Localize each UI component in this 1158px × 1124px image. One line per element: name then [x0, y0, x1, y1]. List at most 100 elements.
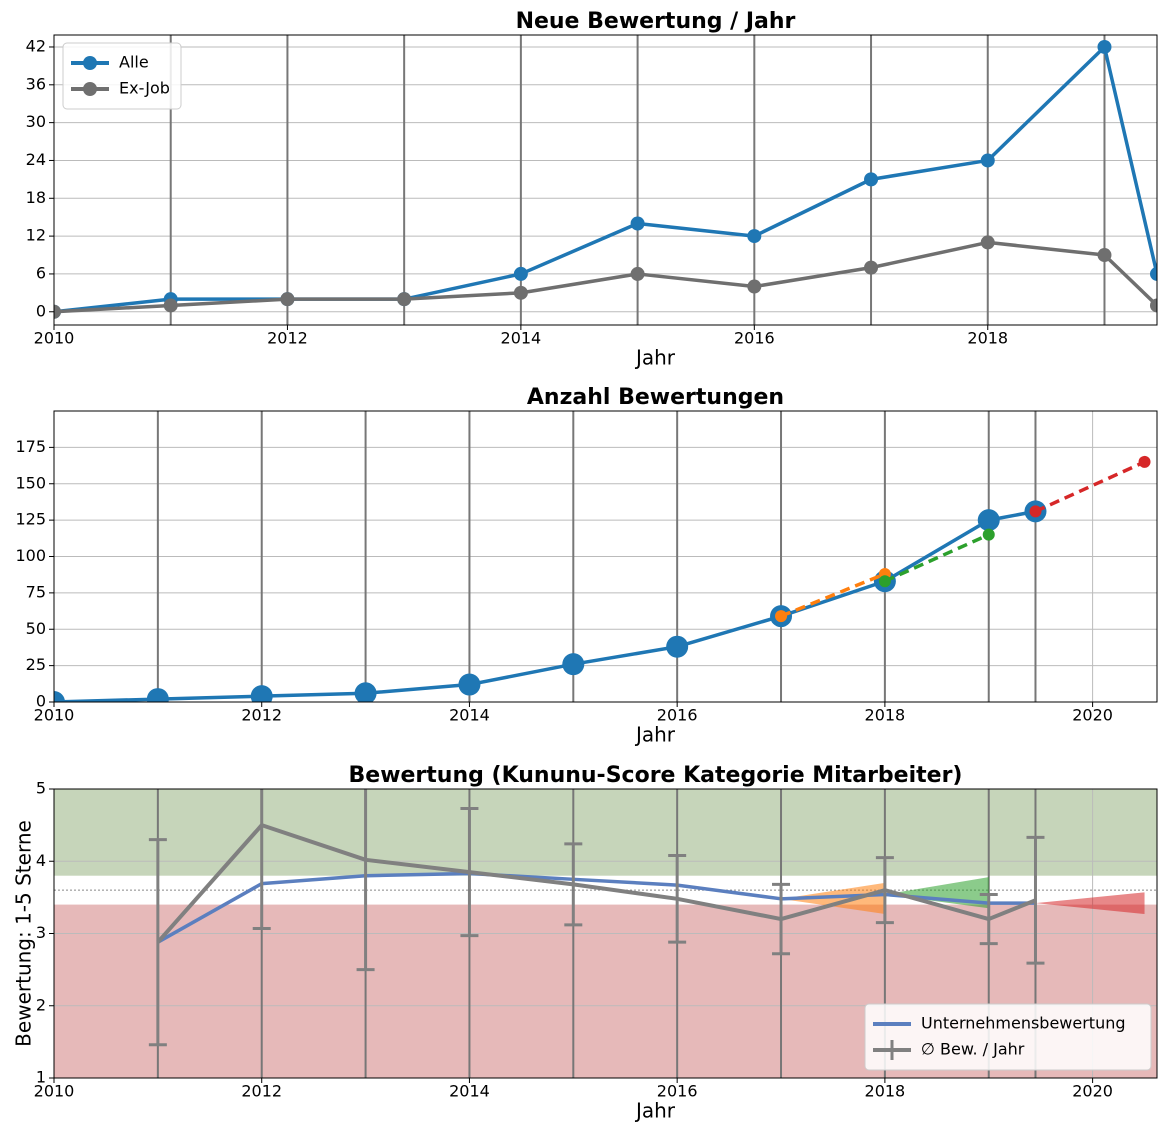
x-tick-label: 2018 — [865, 1082, 906, 1101]
y-tick-label: 6 — [36, 263, 46, 282]
marker — [1029, 505, 1042, 518]
y-tick-label: 50 — [26, 619, 46, 638]
chart-title: Neue Bewertung / Jahr — [516, 9, 796, 34]
y-tick-label: 25 — [26, 655, 46, 674]
x-tick-label: 2014 — [449, 1082, 490, 1101]
x-tick-label: 2016 — [657, 706, 698, 725]
marker — [775, 610, 788, 623]
marker — [562, 653, 585, 676]
y-tick-label: 2 — [36, 995, 46, 1014]
y-tick-label: 100 — [15, 546, 46, 565]
series-line — [157, 871, 1036, 944]
plot-area — [54, 789, 1157, 1078]
x-tick-label: 2014 — [501, 329, 542, 348]
marker — [280, 292, 295, 307]
marker — [747, 229, 762, 244]
marker — [666, 635, 689, 658]
y-tick-label: 30 — [26, 112, 46, 131]
y-tick-label: 175 — [15, 437, 46, 456]
marker — [354, 682, 377, 702]
chart-title: Anzahl Bewertungen — [527, 385, 784, 410]
marker — [1097, 248, 1112, 263]
y-tick-label: 1 — [36, 1068, 46, 1087]
legend: Unternehmensbewertung ∅ Bew. / Jahr — [864, 1003, 1152, 1071]
marker — [747, 279, 762, 294]
band — [54, 789, 1157, 876]
series-line — [54, 45, 1157, 314]
y-tick-label: 0 — [36, 301, 46, 320]
legend-label: ∅ Bew. / Jahr — [921, 1040, 1025, 1059]
marker — [878, 575, 891, 588]
marker — [630, 216, 645, 231]
y-tick-label: 42 — [26, 36, 46, 55]
subplot: 1 2 3 4 5 2010 2012 2014 2016 2018 2020 Bewertung (… — [12, 763, 1158, 1123]
legend-box — [864, 1003, 1152, 1071]
x-tick-label: 2010 — [34, 329, 75, 348]
marker — [630, 266, 645, 281]
marker — [146, 688, 169, 702]
x-tick-label: 2016 — [657, 1082, 698, 1101]
y-tick-label: 12 — [26, 226, 46, 245]
marker — [1097, 39, 1112, 54]
x-tick-label: 2014 — [449, 706, 490, 725]
plot-frame — [53, 788, 1158, 1079]
marker — [54, 691, 65, 702]
y-tick-label: 150 — [15, 473, 46, 492]
legend: Alle Ex-Job — [62, 42, 182, 110]
y-tick-label: 125 — [15, 510, 46, 529]
chart-title: Bewertung (Kununu-Score Kategorie Mitarb… — [349, 763, 963, 788]
legend-marker — [83, 82, 97, 96]
marker — [980, 235, 995, 250]
x-tick-label: 2016 — [734, 329, 775, 348]
x-tick-label: 2012 — [241, 706, 282, 725]
legend-label: Ex-Job — [119, 79, 170, 98]
marker — [163, 298, 178, 313]
x-axis-label: Jahr — [634, 723, 676, 747]
plot-frame — [53, 410, 1158, 703]
y-tick-label: 4 — [36, 851, 46, 870]
plot-area — [54, 35, 1157, 325]
plot-area — [54, 411, 1157, 702]
legend-label: Unternehmensbewertung — [921, 1014, 1126, 1033]
x-tick-label: 2020 — [1072, 706, 1113, 725]
marker — [397, 292, 412, 307]
marker — [1150, 298, 1157, 313]
marker — [982, 528, 995, 541]
series-line — [54, 240, 1157, 314]
marker — [977, 509, 1000, 532]
x-tick-label: 2012 — [241, 1082, 282, 1101]
series-line — [780, 572, 886, 618]
x-tick-label: 2010 — [34, 1082, 75, 1101]
subplot: 0 25 50 75 100 125 150 175 2010 2012 2014 2016 2018 2… — [15, 385, 1158, 747]
forecast-cone — [781, 882, 885, 914]
marker — [513, 285, 528, 300]
series-line — [884, 533, 990, 583]
x-axis-label: Jahr — [634, 1099, 676, 1123]
marker — [864, 260, 879, 275]
marker — [250, 685, 273, 702]
plot-frame — [53, 34, 1158, 326]
series-line — [1034, 460, 1146, 513]
y-tick-label: 36 — [26, 74, 46, 93]
y-tick-label: 3 — [36, 923, 46, 942]
y-tick-label: 75 — [26, 582, 46, 601]
marker — [980, 153, 995, 168]
error-bar — [148, 838, 167, 1047]
marker — [864, 172, 879, 187]
x-axis-label: Jahr — [634, 346, 676, 370]
marker — [1150, 266, 1157, 281]
subplot: 0 6 12 18 24 30 36 42 2010 2012 2014 2016 2018 Neue B… — [26, 9, 1158, 370]
x-tick-label: 2012 — [267, 329, 308, 348]
marker — [1138, 455, 1151, 468]
y-tick-label: 5 — [36, 779, 46, 798]
marker — [54, 304, 61, 319]
x-tick-label: 2018 — [865, 706, 906, 725]
y-axis-label: Bewertung: 1-5 Sterne — [12, 820, 36, 1047]
x-tick-label: 2018 — [967, 329, 1008, 348]
series-line — [156, 823, 1037, 944]
y-tick-label: 18 — [26, 188, 46, 207]
x-tick-label: 2010 — [34, 706, 75, 725]
legend-label: Alle — [119, 53, 149, 72]
x-tick-label: 2020 — [1072, 1082, 1113, 1101]
